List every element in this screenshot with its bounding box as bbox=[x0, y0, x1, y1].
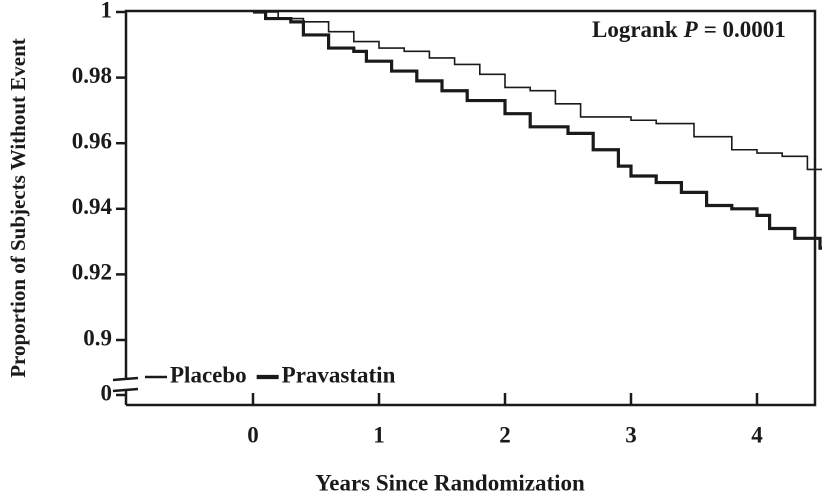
survival-line bbox=[253, 11, 822, 171]
annotation-text: Logrank bbox=[592, 17, 678, 42]
y-axis-label: Proportion of Subjects Without Event bbox=[6, 38, 30, 378]
y-tick-label: 1 bbox=[101, 0, 113, 22]
legend-label: Pravastatin bbox=[282, 362, 396, 387]
survival-line bbox=[253, 10, 822, 250]
annotation: Logrank P = 0.0001 bbox=[592, 17, 786, 42]
x-tick-label: 1 bbox=[373, 422, 385, 447]
x-tick-label: 4 bbox=[751, 422, 763, 447]
x-tick-label: 3 bbox=[625, 422, 637, 447]
axis-break bbox=[112, 376, 139, 382]
legend-label: Placebo bbox=[170, 362, 247, 387]
x-tick-label: 2 bbox=[499, 422, 511, 447]
x-tick-label: 0 bbox=[247, 422, 259, 447]
annotation-text: = 0.0001 bbox=[704, 17, 786, 42]
annotation-text: P bbox=[683, 17, 699, 42]
y-tick-label: 0.98 bbox=[72, 63, 112, 88]
axis-break bbox=[112, 387, 139, 393]
axis-frame bbox=[124, 9, 817, 407]
x-axis-label: Years Since Randomization bbox=[315, 470, 585, 495]
y-tick-label: 0.92 bbox=[72, 260, 112, 285]
y-tick-label: 0.9 bbox=[83, 325, 112, 350]
y-tick-label: 0 bbox=[101, 380, 113, 405]
y-tick-label: 0.96 bbox=[72, 128, 112, 153]
y-tick-label: 0.94 bbox=[72, 194, 113, 219]
